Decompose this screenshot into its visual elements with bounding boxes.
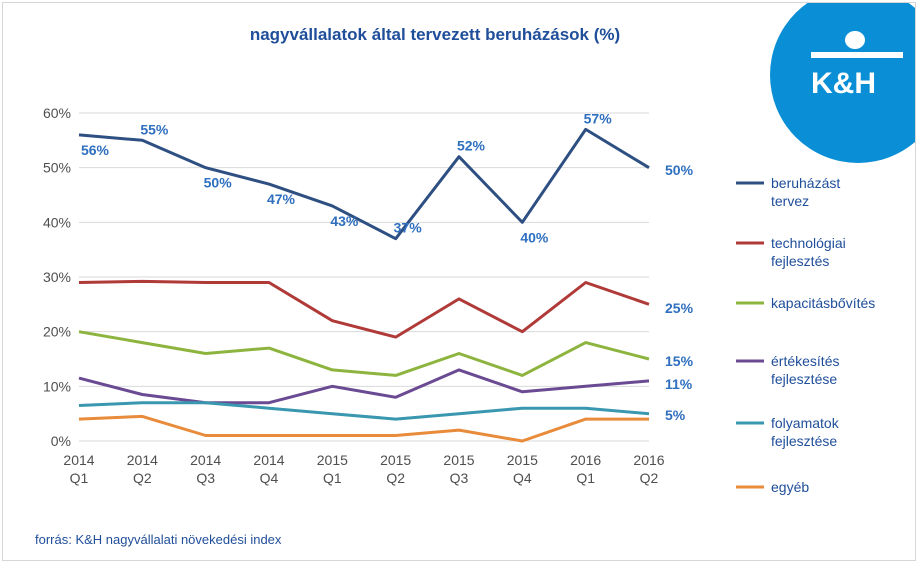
x-tick-quarter: Q1 — [323, 470, 342, 486]
legend-label: egyéb — [771, 479, 809, 495]
logo-figure-icon — [811, 52, 903, 58]
series-line-3 — [78, 368, 650, 405]
y-tick-label: 10% — [43, 378, 71, 394]
series-line-0 — [78, 127, 650, 241]
x-tick-year: 2015 — [380, 452, 411, 468]
x-tick-quarter: Q3 — [196, 470, 215, 486]
data-label: 37% — [394, 220, 423, 236]
source-note: forrás: K&H nagyvállalati növekedési ind… — [35, 532, 282, 547]
data-label: 56% — [81, 142, 110, 158]
end-label: 15% — [665, 353, 694, 369]
x-tick-year: 2014 — [190, 452, 221, 468]
x-tick-quarter: Q2 — [386, 470, 405, 486]
end-label: 50% — [665, 162, 694, 178]
y-axis: 0% 10% 20% 30% 40% 50% 60% — [43, 105, 71, 449]
data-label: 52% — [457, 138, 486, 154]
series-lines — [78, 127, 650, 443]
data-label: 47% — [267, 191, 296, 207]
y-tick-label: 30% — [43, 269, 71, 285]
end-label: 5% — [665, 407, 686, 423]
chart-title: nagyvállalatok által tervezett beruházás… — [250, 25, 620, 44]
line-chart: K&H nagyvállalatok által tervezett beruh… — [35, 3, 915, 547]
legend-label: technológiai fejlesztés — [771, 235, 846, 269]
legend: beruházást tervez technológiai fejlesztés ka… — [736, 175, 875, 495]
series-line-4 — [78, 401, 650, 421]
x-tick-quarter: Q1 — [70, 470, 89, 486]
legend-label: folyamatok fejlesztése — [771, 415, 840, 449]
data-label: 43% — [330, 213, 359, 229]
y-tick-label: 40% — [43, 214, 71, 230]
kh-logo: K&H — [770, 3, 915, 163]
data-label: 50% — [204, 175, 233, 191]
x-tick-year: 2015 — [507, 452, 538, 468]
data-label: 55% — [140, 121, 169, 137]
legend-label: értékesítés fejlesztése — [771, 353, 839, 387]
logo-head-icon — [845, 31, 865, 49]
x-tick-year: 2016 — [570, 452, 601, 468]
x-tick-quarter: Q2 — [640, 470, 659, 486]
x-tick-quarter: Q4 — [260, 470, 279, 486]
legend-label: beruházást tervez — [771, 175, 840, 209]
data-labels: 56% 55% 50% 47% 43% 37% 52% 40% 57% 50% 25% 15% 11% 5… — [81, 110, 694, 423]
x-tick-quarter: Q3 — [450, 470, 469, 486]
series-line-2 — [78, 330, 650, 377]
x-tick-year: 2014 — [253, 452, 284, 468]
data-label: 57% — [584, 110, 613, 126]
data-label: 40% — [520, 229, 549, 245]
y-tick-label: 20% — [43, 324, 71, 340]
x-tick-year: 2014 — [127, 452, 158, 468]
x-tick-year: 2015 — [443, 452, 474, 468]
logo-circle — [770, 3, 915, 163]
x-tick-quarter: Q1 — [576, 470, 595, 486]
series-line-1 — [78, 279, 650, 339]
y-tick-label: 60% — [43, 105, 71, 121]
series-line-5 — [78, 414, 649, 443]
end-label: 25% — [665, 300, 694, 316]
x-tick-quarter: Q2 — [133, 470, 152, 486]
x-tick-year: 2016 — [633, 452, 664, 468]
logo-text: K&H — [811, 67, 876, 100]
end-label: 11% — [665, 376, 693, 392]
legend-label: kapacitásbővítés — [771, 295, 875, 311]
x-tick-quarter: Q4 — [513, 470, 532, 486]
x-tick-year: 2015 — [317, 452, 348, 468]
y-tick-label: 50% — [43, 160, 71, 176]
x-axis: 2014 Q1 2014 Q2 2014 Q3 2014 Q4 2015 Q1 2015 Q2 2015… — [63, 452, 664, 486]
y-tick-label: 0% — [51, 433, 71, 449]
x-tick-year: 2014 — [63, 452, 94, 468]
